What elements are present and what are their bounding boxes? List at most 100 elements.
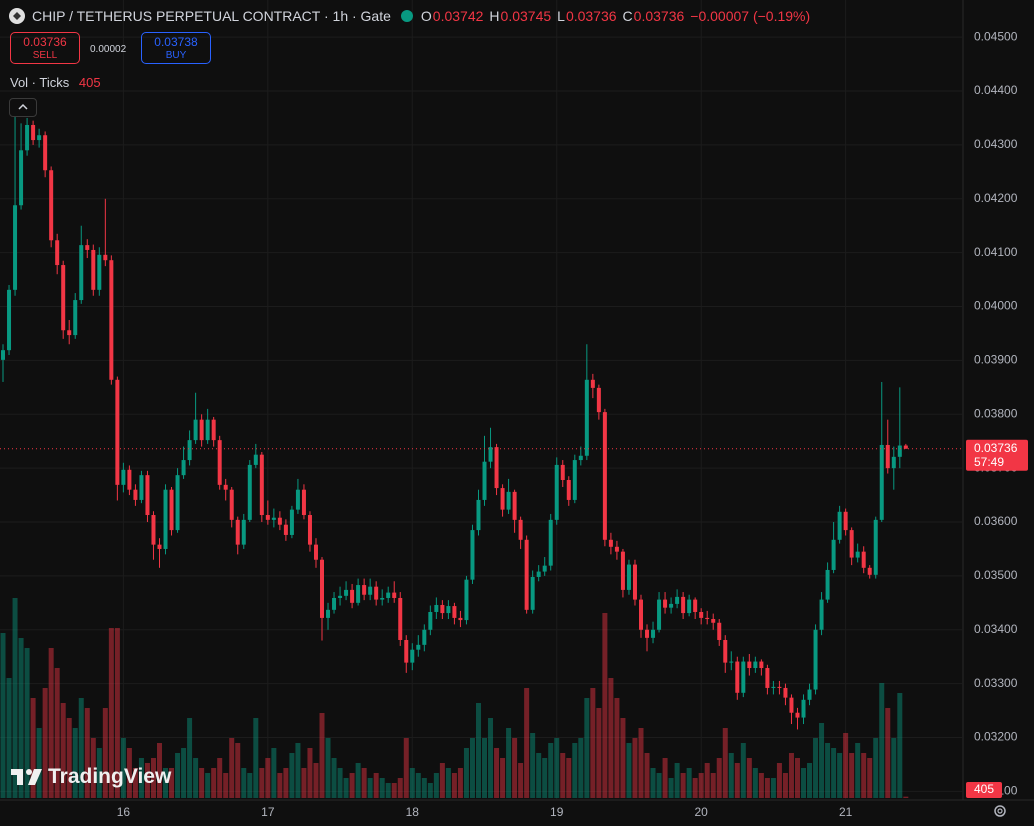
volume-bar [861,753,867,798]
candle-body [572,460,577,500]
buy-button[interactable]: 0.03738 BUY [141,32,211,64]
volume-bar [494,748,500,798]
volume-bar [84,708,90,798]
volume-bar [506,728,512,798]
ohlc-value: 0.03745 [500,8,552,24]
candle-body [512,491,517,520]
candle-body [13,205,18,290]
candle-body [663,599,668,608]
candle-body [753,661,758,669]
candle-body [440,604,445,614]
volume-value: 405 [78,75,101,90]
candle-body [651,629,656,638]
candle-body [7,289,12,351]
candle-body [31,124,36,141]
candle-body [807,689,812,700]
status-dot [400,10,413,22]
volume-bar [674,763,680,798]
volume-bar [36,728,42,798]
volume-bar [740,743,746,798]
volume-bar [42,688,48,798]
volume-bar [680,773,686,798]
volume-bar [60,703,66,798]
candle-body [584,379,589,456]
candle-body [380,597,385,600]
volume-bar [391,783,397,798]
candle-body [139,475,144,500]
candle-body [175,475,180,531]
volume-bar [548,743,554,798]
candle-body [410,649,415,663]
volume-bar [475,703,481,798]
candle-body [861,551,866,568]
volume-bar [614,698,620,798]
candle-body [506,491,511,510]
volume-bar [235,743,241,798]
candle-body [843,511,848,531]
candle-body [897,445,902,457]
candle-body [43,135,48,171]
volume-bar [217,758,223,798]
candle-body [25,124,30,151]
volume-bar [608,678,614,798]
volume-bar [855,743,861,798]
last-price-label: 0.03736 [974,441,1018,455]
collapse-button[interactable] [9,98,37,117]
volume-bar [698,773,704,798]
candle-body [831,539,836,570]
volume-bar [843,733,849,798]
volume-bar [662,758,668,798]
volume-bar [313,763,319,798]
volume-bar [831,748,837,798]
volume-bar [90,738,96,798]
volume-bar [409,768,415,798]
candle-body [73,300,78,336]
last-price-tag [966,439,1028,471]
volume-bar [873,738,879,798]
candle-body [289,509,294,535]
volume-bar [355,763,361,798]
logo-icon [11,769,42,785]
candle-body [873,519,878,575]
candle-body [145,475,150,516]
volume-bar [879,683,885,798]
chevron-icon [18,103,28,110]
candle-body [470,530,475,580]
volume-bar [752,768,758,798]
volume-bar [560,753,566,798]
volume-bar [193,758,199,798]
candle-body [891,456,896,469]
change: −0.00007 (−0.19%) [690,8,811,24]
candle-body [645,629,650,638]
candle-body [602,412,607,540]
volume-bar [54,668,60,798]
sell-button[interactable]: 0.03736 SELL [10,32,80,64]
candle-body [801,699,806,718]
candle-body [759,661,764,669]
volume-bar [385,783,391,798]
buy-price: 0.03738 [154,35,198,49]
candle-body [729,661,734,663]
candle-body [632,564,637,600]
candle-body [681,596,686,614]
volume-bar [319,713,325,798]
candle-body [500,488,505,510]
y-tick-label: 0.04200 [974,191,1018,205]
candle-body [374,586,379,600]
candle-body [578,455,583,461]
volume-bar [325,738,331,798]
settings-icon[interactable] [990,801,1010,821]
candle-body [103,254,108,261]
volume-bar [602,613,608,798]
candle-body [765,668,770,688]
y-tick-label: 0.03600 [974,514,1018,528]
candle-body [542,565,547,572]
candle-body [783,687,788,698]
candle-body [386,592,391,598]
candle-body [723,640,728,663]
volume-bar [463,748,469,798]
candle-body [614,546,619,552]
volume-bar [794,758,800,798]
countdown: 57:49 [974,455,1004,469]
